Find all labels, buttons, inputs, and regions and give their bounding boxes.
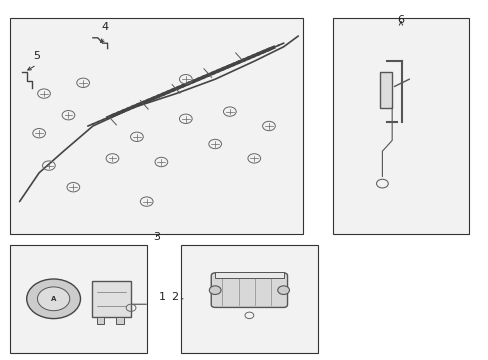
Bar — [10, 245, 146, 353]
Circle shape — [38, 287, 70, 311]
Bar — [92, 281, 131, 317]
Text: 2: 2 — [171, 292, 178, 302]
FancyBboxPatch shape — [211, 273, 287, 307]
Circle shape — [277, 286, 289, 294]
Bar — [379, 72, 391, 108]
Bar — [97, 317, 104, 324]
Text: A: A — [51, 296, 56, 302]
Text: 4: 4 — [102, 22, 108, 32]
Circle shape — [209, 286, 221, 294]
Text: 1: 1 — [159, 292, 165, 302]
Circle shape — [27, 279, 81, 319]
Bar — [181, 245, 317, 353]
Bar — [10, 18, 303, 234]
Text: 5: 5 — [33, 51, 40, 61]
Bar — [215, 272, 283, 278]
Bar — [332, 18, 468, 234]
Text: 6: 6 — [397, 15, 404, 25]
Text: 3: 3 — [153, 232, 160, 242]
Bar — [116, 317, 123, 324]
